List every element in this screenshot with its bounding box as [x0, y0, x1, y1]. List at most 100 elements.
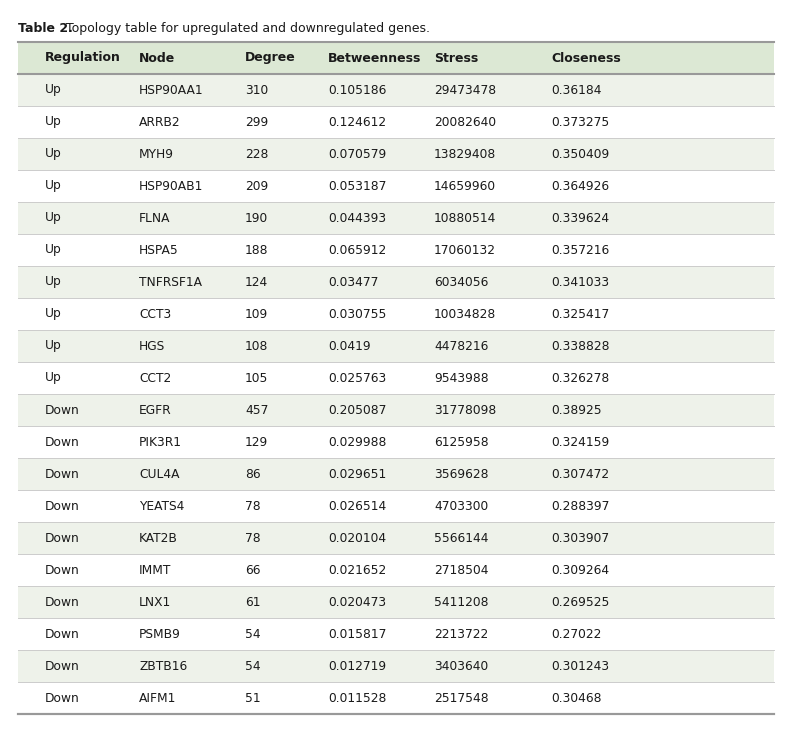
Text: Up: Up [44, 340, 62, 352]
Text: 10880514: 10880514 [434, 212, 497, 224]
Text: Down: Down [44, 468, 79, 480]
Text: 0.364926: 0.364926 [551, 180, 609, 192]
Text: LNX1: LNX1 [139, 596, 171, 608]
Text: 66: 66 [245, 563, 261, 576]
Text: Down: Down [44, 691, 79, 704]
Text: 0.029651: 0.029651 [328, 468, 386, 480]
Text: 10034828: 10034828 [434, 308, 497, 320]
Text: 0.36184: 0.36184 [551, 84, 602, 96]
Text: 0.325417: 0.325417 [551, 308, 610, 320]
Text: EGFR: EGFR [139, 403, 172, 417]
Text: Up: Up [44, 308, 62, 320]
Text: 0.326278: 0.326278 [551, 371, 610, 385]
Text: 13829408: 13829408 [434, 147, 497, 161]
Text: Down: Down [44, 436, 79, 448]
Bar [18, 522, 774, 554]
Text: Up: Up [44, 147, 62, 161]
Text: 0.020104: 0.020104 [328, 531, 386, 545]
Text: 0.303907: 0.303907 [551, 531, 609, 545]
Text: Up: Up [44, 115, 62, 129]
Text: Up: Up [44, 180, 62, 192]
Bar [18, 394, 774, 426]
Text: CCT3: CCT3 [139, 308, 171, 320]
Text: Down: Down [44, 531, 79, 545]
Text: Node: Node [139, 52, 176, 64]
Text: 4478216: 4478216 [434, 340, 489, 352]
Text: 0.029988: 0.029988 [328, 436, 386, 448]
Text: CUL4A: CUL4A [139, 468, 180, 480]
Text: 54: 54 [245, 659, 261, 673]
Text: FLNA: FLNA [139, 212, 171, 224]
Bar [18, 138, 774, 170]
Text: 0.324159: 0.324159 [551, 436, 610, 448]
Text: HGS: HGS [139, 340, 166, 352]
Bar [18, 586, 774, 618]
Text: 0.339624: 0.339624 [551, 212, 609, 224]
Text: 228: 228 [245, 147, 268, 161]
Bar [18, 682, 774, 714]
Text: 0.025763: 0.025763 [328, 371, 386, 385]
Text: 0.309264: 0.309264 [551, 563, 609, 576]
Bar [18, 330, 774, 362]
Text: 78: 78 [245, 531, 261, 545]
Text: 29473478: 29473478 [434, 84, 496, 96]
Text: HSP90AA1: HSP90AA1 [139, 84, 204, 96]
Text: 61: 61 [245, 596, 261, 608]
Bar [18, 42, 774, 74]
Text: 2718504: 2718504 [434, 563, 489, 576]
Text: 0.373275: 0.373275 [551, 115, 610, 129]
Text: 0.053187: 0.053187 [328, 180, 386, 192]
Bar [18, 266, 774, 298]
Text: 124: 124 [245, 275, 268, 289]
Text: Down: Down [44, 659, 79, 673]
Text: 0.338828: 0.338828 [551, 340, 610, 352]
Text: 0.026514: 0.026514 [328, 500, 386, 513]
Text: 5566144: 5566144 [434, 531, 489, 545]
Text: 299: 299 [245, 115, 268, 129]
Text: Down: Down [44, 500, 79, 513]
Text: 0.205087: 0.205087 [328, 403, 386, 417]
Text: Down: Down [44, 563, 79, 576]
Text: ZBTB16: ZBTB16 [139, 659, 188, 673]
Text: MYH9: MYH9 [139, 147, 174, 161]
Text: 5411208: 5411208 [434, 596, 489, 608]
Text: 31778098: 31778098 [434, 403, 497, 417]
Text: Up: Up [44, 243, 62, 257]
Text: 105: 105 [245, 371, 268, 385]
Bar [18, 298, 774, 330]
Text: 0.288397: 0.288397 [551, 500, 610, 513]
Text: 457: 457 [245, 403, 268, 417]
Text: ARRB2: ARRB2 [139, 115, 181, 129]
Text: Down: Down [44, 403, 79, 417]
Text: Degree: Degree [245, 52, 295, 64]
Text: 2517548: 2517548 [434, 691, 489, 704]
Bar [18, 234, 774, 266]
Text: 6125958: 6125958 [434, 436, 489, 448]
Text: KAT2B: KAT2B [139, 531, 178, 545]
Text: 0.105186: 0.105186 [328, 84, 386, 96]
Text: 0.012719: 0.012719 [328, 659, 386, 673]
Text: 108: 108 [245, 340, 268, 352]
Text: 0.020473: 0.020473 [328, 596, 386, 608]
Text: Closeness: Closeness [551, 52, 621, 64]
Text: 0.357216: 0.357216 [551, 243, 610, 257]
Text: HSP90AB1: HSP90AB1 [139, 180, 204, 192]
Text: 0.124612: 0.124612 [328, 115, 386, 129]
Text: Topology table for upregulated and downregulated genes.: Topology table for upregulated and downr… [62, 22, 430, 35]
Text: AIFM1: AIFM1 [139, 691, 177, 704]
Text: 0.030755: 0.030755 [328, 308, 386, 320]
Text: 0.0419: 0.0419 [328, 340, 371, 352]
Text: 190: 190 [245, 212, 268, 224]
Text: 0.044393: 0.044393 [328, 212, 386, 224]
Text: 109: 109 [245, 308, 268, 320]
Text: 9543988: 9543988 [434, 371, 489, 385]
Text: 86: 86 [245, 468, 261, 480]
Text: 0.307472: 0.307472 [551, 468, 609, 480]
Text: Up: Up [44, 275, 62, 289]
Text: PIK3R1: PIK3R1 [139, 436, 182, 448]
Text: Betweenness: Betweenness [328, 52, 421, 64]
Text: 0.070579: 0.070579 [328, 147, 386, 161]
Bar [18, 74, 774, 106]
Text: 51: 51 [245, 691, 261, 704]
Text: TNFRSF1A: TNFRSF1A [139, 275, 202, 289]
